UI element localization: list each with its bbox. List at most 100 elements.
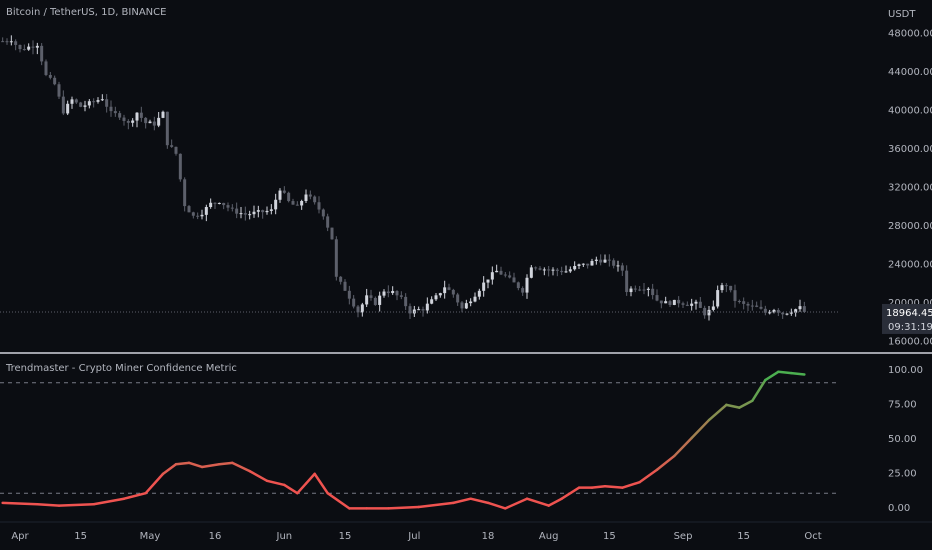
candle-body (360, 304, 364, 313)
time-axis-label: 15 (74, 531, 87, 542)
candle-body (79, 102, 83, 107)
candle-body (577, 264, 581, 267)
candle-body (126, 120, 130, 123)
candle-body (425, 303, 429, 311)
candle-body (655, 295, 659, 301)
candle-body (326, 216, 330, 228)
symbol-legend[interactable]: Bitcoin / TetherUS, 1D, BINANCE (6, 7, 167, 18)
candle-body (235, 208, 239, 214)
time-axis-label: Sep (674, 531, 693, 542)
metric-line-segment (738, 399, 754, 409)
candle-body (477, 290, 481, 297)
time-axis-label: 15 (339, 531, 352, 542)
candle-body (313, 196, 317, 203)
candle-body (560, 270, 564, 273)
price-axis-tick: 20000.00 (888, 298, 932, 309)
metric-line-segment (764, 370, 780, 382)
metric-line-segment (560, 486, 581, 500)
candle-body (226, 205, 230, 208)
metric-line-segment (486, 501, 507, 510)
candle-body (96, 100, 100, 102)
metric-line-segment (547, 497, 563, 507)
candle-body (157, 117, 161, 126)
candle-body (677, 299, 681, 304)
candle-body (495, 270, 499, 273)
candle-body (490, 272, 494, 280)
metric-line-segment (326, 491, 351, 510)
candle-body (386, 291, 390, 294)
time-axis-label: 18 (482, 531, 495, 542)
candle-body (9, 41, 13, 43)
metric-line-segment (57, 502, 95, 507)
candle-body (18, 44, 22, 50)
candle-body (447, 287, 451, 290)
candle-body (209, 202, 213, 208)
metric-series (1, 370, 806, 510)
candle-body (551, 269, 555, 271)
candle-body (92, 101, 96, 103)
price-axis-tick: 40000.00 (888, 106, 932, 117)
candle-body (430, 299, 434, 304)
candle-body (265, 210, 269, 213)
candle-body (66, 103, 70, 114)
metric-line-segment (144, 472, 165, 495)
metric-line-segment (161, 462, 178, 476)
candle-body (772, 309, 776, 313)
candle-body (44, 61, 48, 75)
metric-line-segment (174, 461, 191, 466)
metric-line-segment (777, 370, 793, 375)
candle-body (794, 309, 798, 313)
candle-body (187, 206, 191, 213)
candle-body (1, 41, 5, 43)
candle-body (61, 96, 65, 114)
candle-body (183, 179, 187, 207)
time-axis-label: May (140, 531, 161, 542)
candle-body (581, 263, 585, 265)
candle-body (668, 301, 672, 305)
candle-body (334, 239, 338, 277)
candle-body (365, 295, 369, 305)
candle-body (781, 312, 785, 315)
indicator-legend[interactable]: Trendmaster - Crypto Miner Confidence Me… (6, 363, 237, 374)
candle-body (625, 270, 629, 293)
metric-line-segment (122, 491, 147, 500)
candle-body (486, 279, 490, 283)
candle-body (789, 312, 793, 314)
candle-body (213, 202, 217, 204)
candle-body (694, 301, 698, 304)
candles (1, 35, 806, 321)
candle-body (256, 210, 260, 212)
candle-body (252, 211, 256, 215)
metric-line-segment (690, 418, 711, 440)
candle-body (122, 117, 126, 121)
candle-body (508, 275, 512, 278)
metric-line-segment (590, 485, 607, 489)
candle-body (35, 45, 39, 48)
candle-body (239, 213, 243, 215)
candle-body (178, 153, 182, 180)
metric-line-segment (790, 371, 806, 376)
candle-body (573, 266, 577, 270)
metric-line-segment (725, 403, 741, 409)
candle-body (703, 307, 707, 316)
candle-body (464, 303, 468, 309)
candle-body (291, 201, 295, 205)
candle-body (482, 282, 486, 291)
metric-line-segment (283, 483, 299, 495)
metric-axis-tick: 50.00 (888, 434, 917, 445)
metric-axis-tick: 100.00 (888, 365, 923, 376)
metric-line-segment (200, 462, 221, 469)
metric-line-segment (92, 497, 126, 506)
last-price-label: 18964.45 (886, 308, 932, 319)
candle-body (404, 296, 408, 307)
candle-body (460, 302, 464, 309)
candle-body (148, 121, 152, 124)
metric-line-segment (638, 468, 659, 484)
time-axis-label: Apr (11, 531, 29, 542)
candle-body (282, 190, 286, 193)
candle-body (174, 146, 178, 154)
price-axis-unit: USDT (888, 9, 916, 20)
candle-body (716, 290, 720, 307)
candle-body (408, 306, 412, 314)
